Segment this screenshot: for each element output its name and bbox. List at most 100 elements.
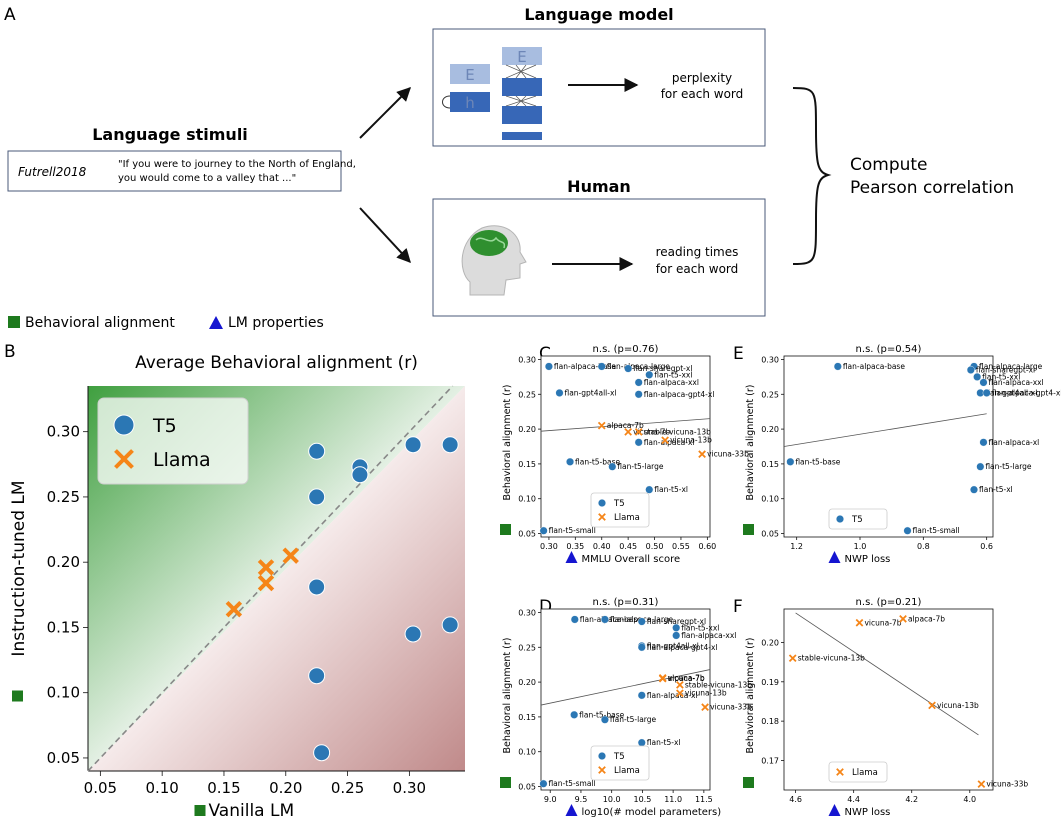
- x-tick-label: 0.30: [393, 779, 426, 797]
- x-tick-label: 0.60: [698, 542, 716, 551]
- y-tick-label: 0.17: [761, 756, 779, 765]
- lm-transformer-icon: E: [502, 47, 542, 140]
- legend-label: Llama: [852, 768, 878, 778]
- point-label: stable-vicuna-13b: [798, 654, 865, 663]
- t5-point: [608, 462, 617, 471]
- trend-line: [540, 669, 711, 706]
- x-tick-label: 10.5: [633, 795, 651, 804]
- t5-point: [570, 710, 579, 719]
- chart-title: n.s. (p=0.31): [593, 597, 659, 608]
- y-axis-label: Behavioral alignment (r): [745, 385, 756, 501]
- svg-text:h: h: [465, 94, 475, 112]
- point-label: flan-t5-large: [610, 715, 657, 724]
- x-tick-label: 11.5: [695, 795, 713, 804]
- x-tick-label: 4.4: [847, 795, 860, 804]
- point-label: alpaca-7b: [668, 674, 705, 683]
- t5-point: [598, 499, 607, 508]
- y-tick-label: 0.25: [518, 643, 536, 652]
- llama-point: [788, 654, 797, 663]
- llama-point: [598, 766, 606, 774]
- dataset-name: Futrell2018: [18, 165, 87, 179]
- y-tick-label: 0.25: [47, 488, 80, 506]
- llama-point: [698, 450, 706, 459]
- point-label: flan-alpaca-xl: [644, 438, 695, 447]
- t5-point: [308, 578, 326, 596]
- axes-frame: [783, 355, 994, 538]
- t5-point: [833, 362, 842, 371]
- t5-point: [979, 438, 988, 447]
- t5-point: [624, 364, 633, 373]
- lm-box: [432, 28, 766, 147]
- top-legend: Behavioral alignment LM properties: [8, 315, 324, 331]
- y-tick-label: 0.15: [761, 460, 779, 469]
- svg-text:E: E: [465, 66, 474, 84]
- human-title: Human: [567, 177, 631, 196]
- y-tick-label: 0.10: [518, 748, 536, 757]
- point-label: vicuna-33b: [707, 450, 749, 459]
- t5-point: [979, 378, 988, 387]
- x-tick-label: 4.2: [905, 795, 918, 804]
- trend-line: [540, 418, 711, 432]
- x-axis-label: log10(# model parameters): [582, 807, 722, 818]
- llama-point: [624, 428, 633, 436]
- legend-label: Llama: [153, 449, 211, 471]
- y-tick-label: 0.20: [47, 553, 80, 571]
- x-axis-lm-triangle-icon: [828, 551, 841, 563]
- chart-d: 9.0 9.5 10.0 10.5 11.0 11.5 0.05 0.10 0.15 0.20 0.…: [500, 597, 752, 818]
- point-label: flan-alpaca-gpt4-xl: [992, 388, 1061, 397]
- y-axis-behavioral-square-icon: [743, 777, 754, 788]
- point-label: vicuna-7b: [864, 618, 901, 627]
- point-label: stable-vicuna-13b: [685, 680, 752, 689]
- t5-point: [555, 388, 564, 397]
- point-label: flan-t5-xl: [654, 485, 688, 494]
- legend-label: Llama: [614, 766, 640, 776]
- point-label: flan-t5-xxl: [982, 372, 1020, 381]
- llama-point: [676, 689, 684, 698]
- stimuli-title: Language stimuli: [92, 125, 248, 144]
- point-label: flan-t5-small: [548, 779, 595, 788]
- y-tick-label: 0.30: [518, 608, 536, 617]
- y-tick-label: 0.05: [761, 530, 779, 539]
- axes-frame: [783, 608, 994, 791]
- y-tick-label: 0.19: [761, 678, 779, 687]
- t5-point: [966, 365, 975, 374]
- panel-label-c: C: [539, 344, 551, 364]
- human-output-line2: for each word: [656, 262, 739, 276]
- t5-point: [308, 442, 326, 460]
- point-label: flan-alpaca-large: [979, 362, 1043, 371]
- point-label: alpaca-7b: [908, 614, 945, 623]
- y-tick-label: 0.10: [47, 684, 80, 702]
- t5-point: [634, 390, 643, 399]
- x-tick-label: 10.0: [603, 795, 621, 804]
- t5-point: [970, 485, 979, 494]
- x-tick-label: 0.6: [980, 542, 993, 551]
- point-label: flan-alpaca-base: [843, 362, 906, 371]
- legend-label: T5: [152, 415, 177, 437]
- llama-point: [598, 513, 606, 521]
- y-axis-label: Behavioral alignment (r): [502, 638, 513, 754]
- stimuli-quote-line2: you would come to a valley that ...": [118, 173, 296, 184]
- x-tick-label: 0.05: [84, 779, 117, 797]
- y-tick-label: 0.05: [518, 783, 536, 792]
- x-tick-label: 11.0: [664, 795, 682, 804]
- point-label: vicuna-33b: [710, 703, 752, 712]
- x-axis-label: MMLU Overall score: [582, 554, 681, 565]
- x-tick-label: 1.0: [854, 542, 867, 551]
- brace: [792, 87, 832, 265]
- trend-line: [783, 413, 987, 447]
- panel-label-e: E: [733, 344, 744, 364]
- point-label: alpaca-7b: [607, 421, 644, 430]
- x-tick-label: 0.30: [540, 542, 558, 551]
- y-tick-label: 0.05: [47, 749, 80, 767]
- chart-title: n.s. (p=0.76): [593, 344, 659, 355]
- lm-recurrent-icon: E h: [442, 64, 490, 112]
- t5-point: [786, 457, 795, 466]
- x-tick-label: 1.2: [790, 542, 803, 551]
- t5-point: [982, 388, 991, 397]
- compute-line1: Compute: [850, 155, 928, 175]
- llama-point: [634, 428, 643, 436]
- y-axis-behavioral-square-icon: [743, 524, 754, 535]
- x-tick-label: 0.35: [566, 542, 584, 551]
- llama-point: [661, 436, 669, 445]
